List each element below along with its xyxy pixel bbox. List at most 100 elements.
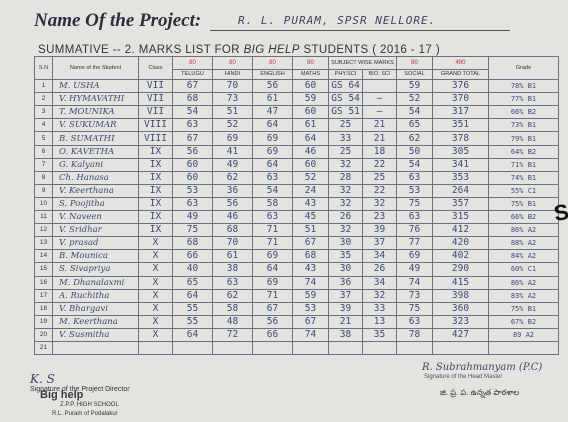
cell-sn: 9	[34, 183, 53, 198]
cell-total: 323	[432, 314, 489, 329]
col-name: Name of the Student	[52, 55, 139, 81]
cell-english: 71	[252, 223, 293, 238]
cell-social: 69	[396, 249, 433, 264]
cell-class: IX	[138, 183, 173, 198]
cell-phy: 32	[328, 223, 363, 238]
school-stamp-line-2: R.L. Puram of Podalakur	[52, 411, 118, 417]
table-row: 14 B. Mounica X 66 61 69 68 35 34 69 402 84% A2	[34, 249, 559, 264]
cell-bio: 18	[362, 144, 397, 159]
cell-social: 63	[396, 170, 433, 185]
cell-maths: 60	[292, 157, 329, 172]
cell-social: 63	[396, 210, 433, 225]
big-help-stamp: Big help	[40, 389, 84, 401]
cell-maths: 74	[292, 327, 329, 342]
cell-maths: 67	[292, 314, 329, 329]
cell-bio: 34	[362, 249, 397, 264]
cell-telugu: 60	[172, 170, 213, 185]
col-grand-total: GRAND TOTAL	[432, 69, 489, 81]
cell-hindi: 41	[212, 144, 253, 159]
cell-name: G. Kalyani	[52, 157, 139, 172]
cell-social: 76	[396, 223, 433, 238]
cell-total: 353	[432, 170, 489, 185]
table-row: 5 B. SUMATHI VIII 67 69 69 64 33 21 62 378 79% B1	[34, 131, 559, 146]
cell-grade: 75% B1	[488, 301, 559, 316]
cell-total: 360	[432, 301, 489, 316]
cell-maths: 24	[292, 183, 329, 198]
cell-english: 56	[252, 314, 293, 329]
cell-english: 71	[252, 236, 293, 251]
cell-telugu: 67	[172, 131, 213, 146]
col-telugu: TELUGU	[172, 69, 213, 81]
cell-phy: 30	[328, 236, 363, 251]
cell-sn: 2	[34, 92, 53, 107]
headmaster-label: Signature of the Head Master	[424, 374, 503, 380]
cell-grade: 84% A2	[488, 249, 559, 264]
table-row: 9 V. Keerthana IX 53 36 54 24 32 22 53 264 55% C1	[34, 183, 559, 198]
cell-social	[396, 340, 433, 356]
cell-telugu: 54	[172, 105, 213, 120]
cell-total: 370	[432, 92, 489, 107]
cell-maths: 46	[292, 144, 329, 159]
cell-telugu: 63	[172, 118, 213, 133]
max-total: 480	[432, 55, 489, 71]
cell-english: 64	[252, 118, 293, 133]
cell-english: 66	[252, 327, 293, 342]
headmaster-signature: R. Subrahmanyam (P.C)	[422, 362, 543, 373]
cell-telugu: 56	[172, 144, 213, 159]
cell-sn: 4	[34, 118, 53, 133]
cell-telugu: 66	[172, 249, 213, 264]
table-row: 6 O. KAVETHA IX 56 41 69 46 25 18 50 305 64% B2	[34, 144, 559, 159]
cell-social: 75	[396, 196, 433, 212]
summative-subtitle: SUMMATIVE -- 2. MARKS LIST FOR BIG HELP …	[38, 44, 440, 56]
table-row: 12 V. Sridhar IX 75 68 71 51 32 39 76 412 86% A2	[34, 223, 559, 238]
cell-name: V. Keerthana	[52, 183, 139, 198]
cell-total: 376	[432, 79, 489, 94]
cell-class: IX	[138, 223, 173, 238]
cell-telugu: 40	[172, 262, 213, 277]
cell-maths: 51	[292, 223, 329, 238]
cell-bio: 39	[362, 223, 397, 238]
cell-class: IX	[138, 196, 173, 212]
cell-name: M. Keerthana	[52, 314, 139, 329]
cell-phy: 35	[328, 249, 363, 264]
cell-hindi: 69	[212, 131, 253, 146]
table-row: 13 V. prasad X 68 70 71 67 30 37 77 420 88% A2	[34, 236, 559, 251]
col-bio-sci: BIO. SCI	[362, 69, 397, 81]
cell-bio: 21	[362, 131, 397, 146]
cell-bio	[362, 79, 397, 94]
cell-class: IX	[138, 157, 173, 172]
cell-phy	[328, 340, 363, 356]
cell-name: M. Dhanalaxmi	[52, 275, 139, 290]
cell-name: V. SUKUMAR	[52, 118, 139, 133]
cell-class: X	[138, 314, 173, 329]
cell-total: 357	[432, 196, 489, 212]
cell-telugu: 53	[172, 183, 213, 198]
cell-social: 65	[396, 118, 433, 133]
cell-sn: 3	[34, 105, 53, 120]
cell-phy: 32	[328, 157, 363, 172]
cell-telugu: 63	[172, 196, 213, 212]
cell-telugu: 65	[172, 275, 213, 290]
cell-social: 78	[396, 327, 433, 342]
subject-wise-header: SUBJECT WISE MARKS	[328, 55, 397, 71]
cell-name: M. USHA	[52, 79, 139, 94]
cell-class: IX	[138, 170, 173, 185]
cell-name	[52, 340, 139, 356]
project-director-label: Signature of the Project Director	[30, 386, 130, 393]
cell-class: VII	[138, 79, 173, 94]
project-underline	[210, 30, 510, 31]
cell-english: 47	[252, 105, 293, 120]
cell-hindi: 63	[212, 275, 253, 290]
cell-bio: 13	[362, 314, 397, 329]
cell-grade: 77% B1	[488, 92, 559, 107]
cell-grade: 67% B2	[488, 314, 559, 329]
cell-grade: 79% B1	[488, 131, 559, 146]
table-row: 16 M. Dhanalaxmi X 65 63 69 74 36 34 74 415 86% A2	[34, 275, 559, 290]
cell-bio: 22	[362, 157, 397, 172]
cell-hindi: 49	[212, 157, 253, 172]
cell-hindi	[212, 340, 253, 356]
cell-class: X	[138, 301, 173, 316]
cell-total: 420	[432, 236, 489, 251]
max-social: 80	[396, 55, 433, 71]
max-maths: 80	[292, 55, 329, 71]
